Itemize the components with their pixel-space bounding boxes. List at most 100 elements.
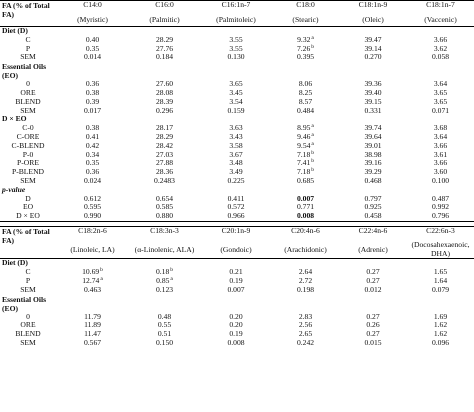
cell-value: 0.395 [296, 52, 315, 62]
table-row: P 0.35 27.76 3.55 7.26b 39.14 3.62 [0, 43, 474, 54]
cell-value: 3.66 [433, 34, 448, 44]
cell-value: 7.18 [296, 149, 311, 159]
data-cell: 3.65 [407, 87, 474, 98]
cell-value: 0.331 [364, 105, 382, 115]
data-cell: 10.69b [56, 267, 129, 277]
row-label: C-BLEND [11, 140, 45, 150]
row-label: 0 [26, 79, 30, 89]
data-cell: 0.100 [407, 176, 474, 186]
header-row-names: (Linoleic, LA) (α-Linolenic, ALA) (Gondoic… [0, 240, 474, 259]
data-cell: 1.64 [407, 276, 474, 286]
data-cell: 0.572 [200, 202, 272, 212]
cell-value: 0.484 [296, 105, 315, 115]
data-cell: 3.63 [200, 123, 272, 133]
data-cell: 0.85a [129, 276, 200, 286]
data-cell: 0.35 [56, 44, 129, 54]
cell-value: 11.79 [84, 311, 101, 321]
data-cell: 0.21 [200, 267, 272, 277]
cell-value: 0.572 [227, 202, 245, 212]
significance-letter: a [311, 131, 314, 138]
data-cell: 0.654 [129, 194, 200, 204]
cell-value: 7.18 [296, 167, 311, 177]
cell-value: 0.27 [366, 276, 380, 286]
cell-value: 2.72 [298, 276, 313, 286]
data-cell: 0.41 [56, 132, 129, 142]
table-row: P-0 0.34 27.03 3.67 7.18b 38.98 3.61 [0, 149, 474, 160]
cell-value: 0.85 [156, 276, 170, 286]
significance-letter: a [170, 276, 173, 283]
table-row: EO 0.595 0.585 0.572 0.771 0.925 0.992 [0, 202, 474, 212]
data-cell: 3.66 [407, 34, 474, 45]
cell-value: 28.08 [155, 87, 174, 97]
data-cell: 0.458 [339, 211, 407, 222]
data-cell: 0.198 [272, 285, 339, 295]
cell-value: 3.55 [229, 43, 243, 53]
cell-value: 0.966 [227, 211, 245, 221]
cell-value: 38.98 [364, 149, 382, 159]
data-cell: 0.796 [407, 211, 474, 222]
significance-letter: b [311, 167, 315, 174]
table-row: SEM 0.024 0.2483 0.225 0.685 0.468 0.100 [0, 175, 474, 186]
data-cell: 28.29 [129, 35, 200, 45]
cell-value: 0.40 [85, 34, 100, 44]
cell-value: 0.18 [155, 267, 170, 277]
cell-value: 0.242 [296, 338, 315, 348]
column-name: (Palmitic) [149, 15, 180, 25]
data-cell: 11.89 [56, 321, 129, 330]
cell-value: 39.40 [364, 87, 382, 97]
column-code: C18:2n-6 [78, 225, 107, 235]
data-cell: 0.27 [339, 312, 407, 322]
data-cell: 39.40 [339, 87, 407, 98]
significance-letter: a [311, 140, 314, 147]
cell-value: 0.796 [431, 211, 450, 221]
cell-value: 0.585 [155, 202, 174, 212]
table-part-1: FA (% of Total FA) C14:0 C16:0 C16:1n-7 C18:… [0, 0, 474, 222]
data-cell: 0.990 [56, 211, 129, 222]
data-cell: 0.685 [272, 176, 339, 186]
cell-value: 3.65 [433, 87, 448, 97]
row-label: SEM [20, 175, 36, 185]
significance-letter: b [170, 267, 174, 274]
data-cell: 0.39 [56, 96, 129, 107]
data-cell: 39.47 [339, 35, 407, 45]
cell-value: 0.55 [157, 320, 172, 330]
table-row: SEM 0.014 0.184 0.130 0.395 0.270 0.058 [0, 52, 474, 62]
data-cell: 0.771 [272, 202, 339, 212]
empty-cell [339, 295, 407, 313]
cell-value: 3.54 [229, 96, 243, 106]
cell-value: 39.14 [364, 43, 382, 53]
column-name: (Adrenic) [358, 244, 388, 254]
cell-value: 0.159 [227, 105, 245, 115]
data-cell: 39.16 [339, 158, 407, 168]
cell-value: 1.62 [433, 329, 448, 339]
data-cell: 0.19 [200, 329, 272, 339]
cell-value: 3.61 [433, 149, 448, 159]
data-cell: 3.67 [200, 150, 272, 160]
table-row: BLEND 0.39 28.39 3.54 8.57 39.15 3.65 [0, 96, 474, 107]
cell-value: 0.36 [85, 167, 100, 177]
data-cell: 1.65 [407, 267, 474, 277]
cell-value: 0.39 [85, 96, 100, 106]
cell-value: 3.55 [229, 34, 243, 44]
data-cell: 3.60 [407, 167, 474, 177]
data-cell: 0.015 [339, 338, 407, 348]
table-row: D 0.612 0.654 0.411 0.007 0.797 0.487 [0, 194, 474, 204]
empty-cell [272, 295, 339, 313]
cell-value: 0.225 [227, 175, 245, 185]
data-cell: 0.992 [407, 202, 474, 212]
data-cell: 0.058 [407, 52, 474, 62]
data-cell: 0.2483 [129, 176, 200, 186]
cell-value: 2.65 [298, 329, 313, 339]
row-label: P-0 [22, 149, 34, 159]
data-cell: 2.72 [272, 276, 339, 286]
table-row: SEM 0.567 0.150 0.008 0.242 0.015 0.096 [0, 338, 474, 348]
data-cell: 0.925 [339, 202, 407, 212]
row-label: BLEND [15, 96, 41, 106]
column-code: C14:0 [83, 0, 102, 9]
data-cell: 0.150 [129, 338, 200, 348]
cell-value: 0.51 [157, 329, 172, 339]
cell-value: 0.015 [364, 338, 382, 348]
cell-value: 0.990 [83, 211, 102, 221]
data-cell: 0.38 [56, 88, 129, 98]
data-cell: 7.18b [272, 149, 339, 160]
